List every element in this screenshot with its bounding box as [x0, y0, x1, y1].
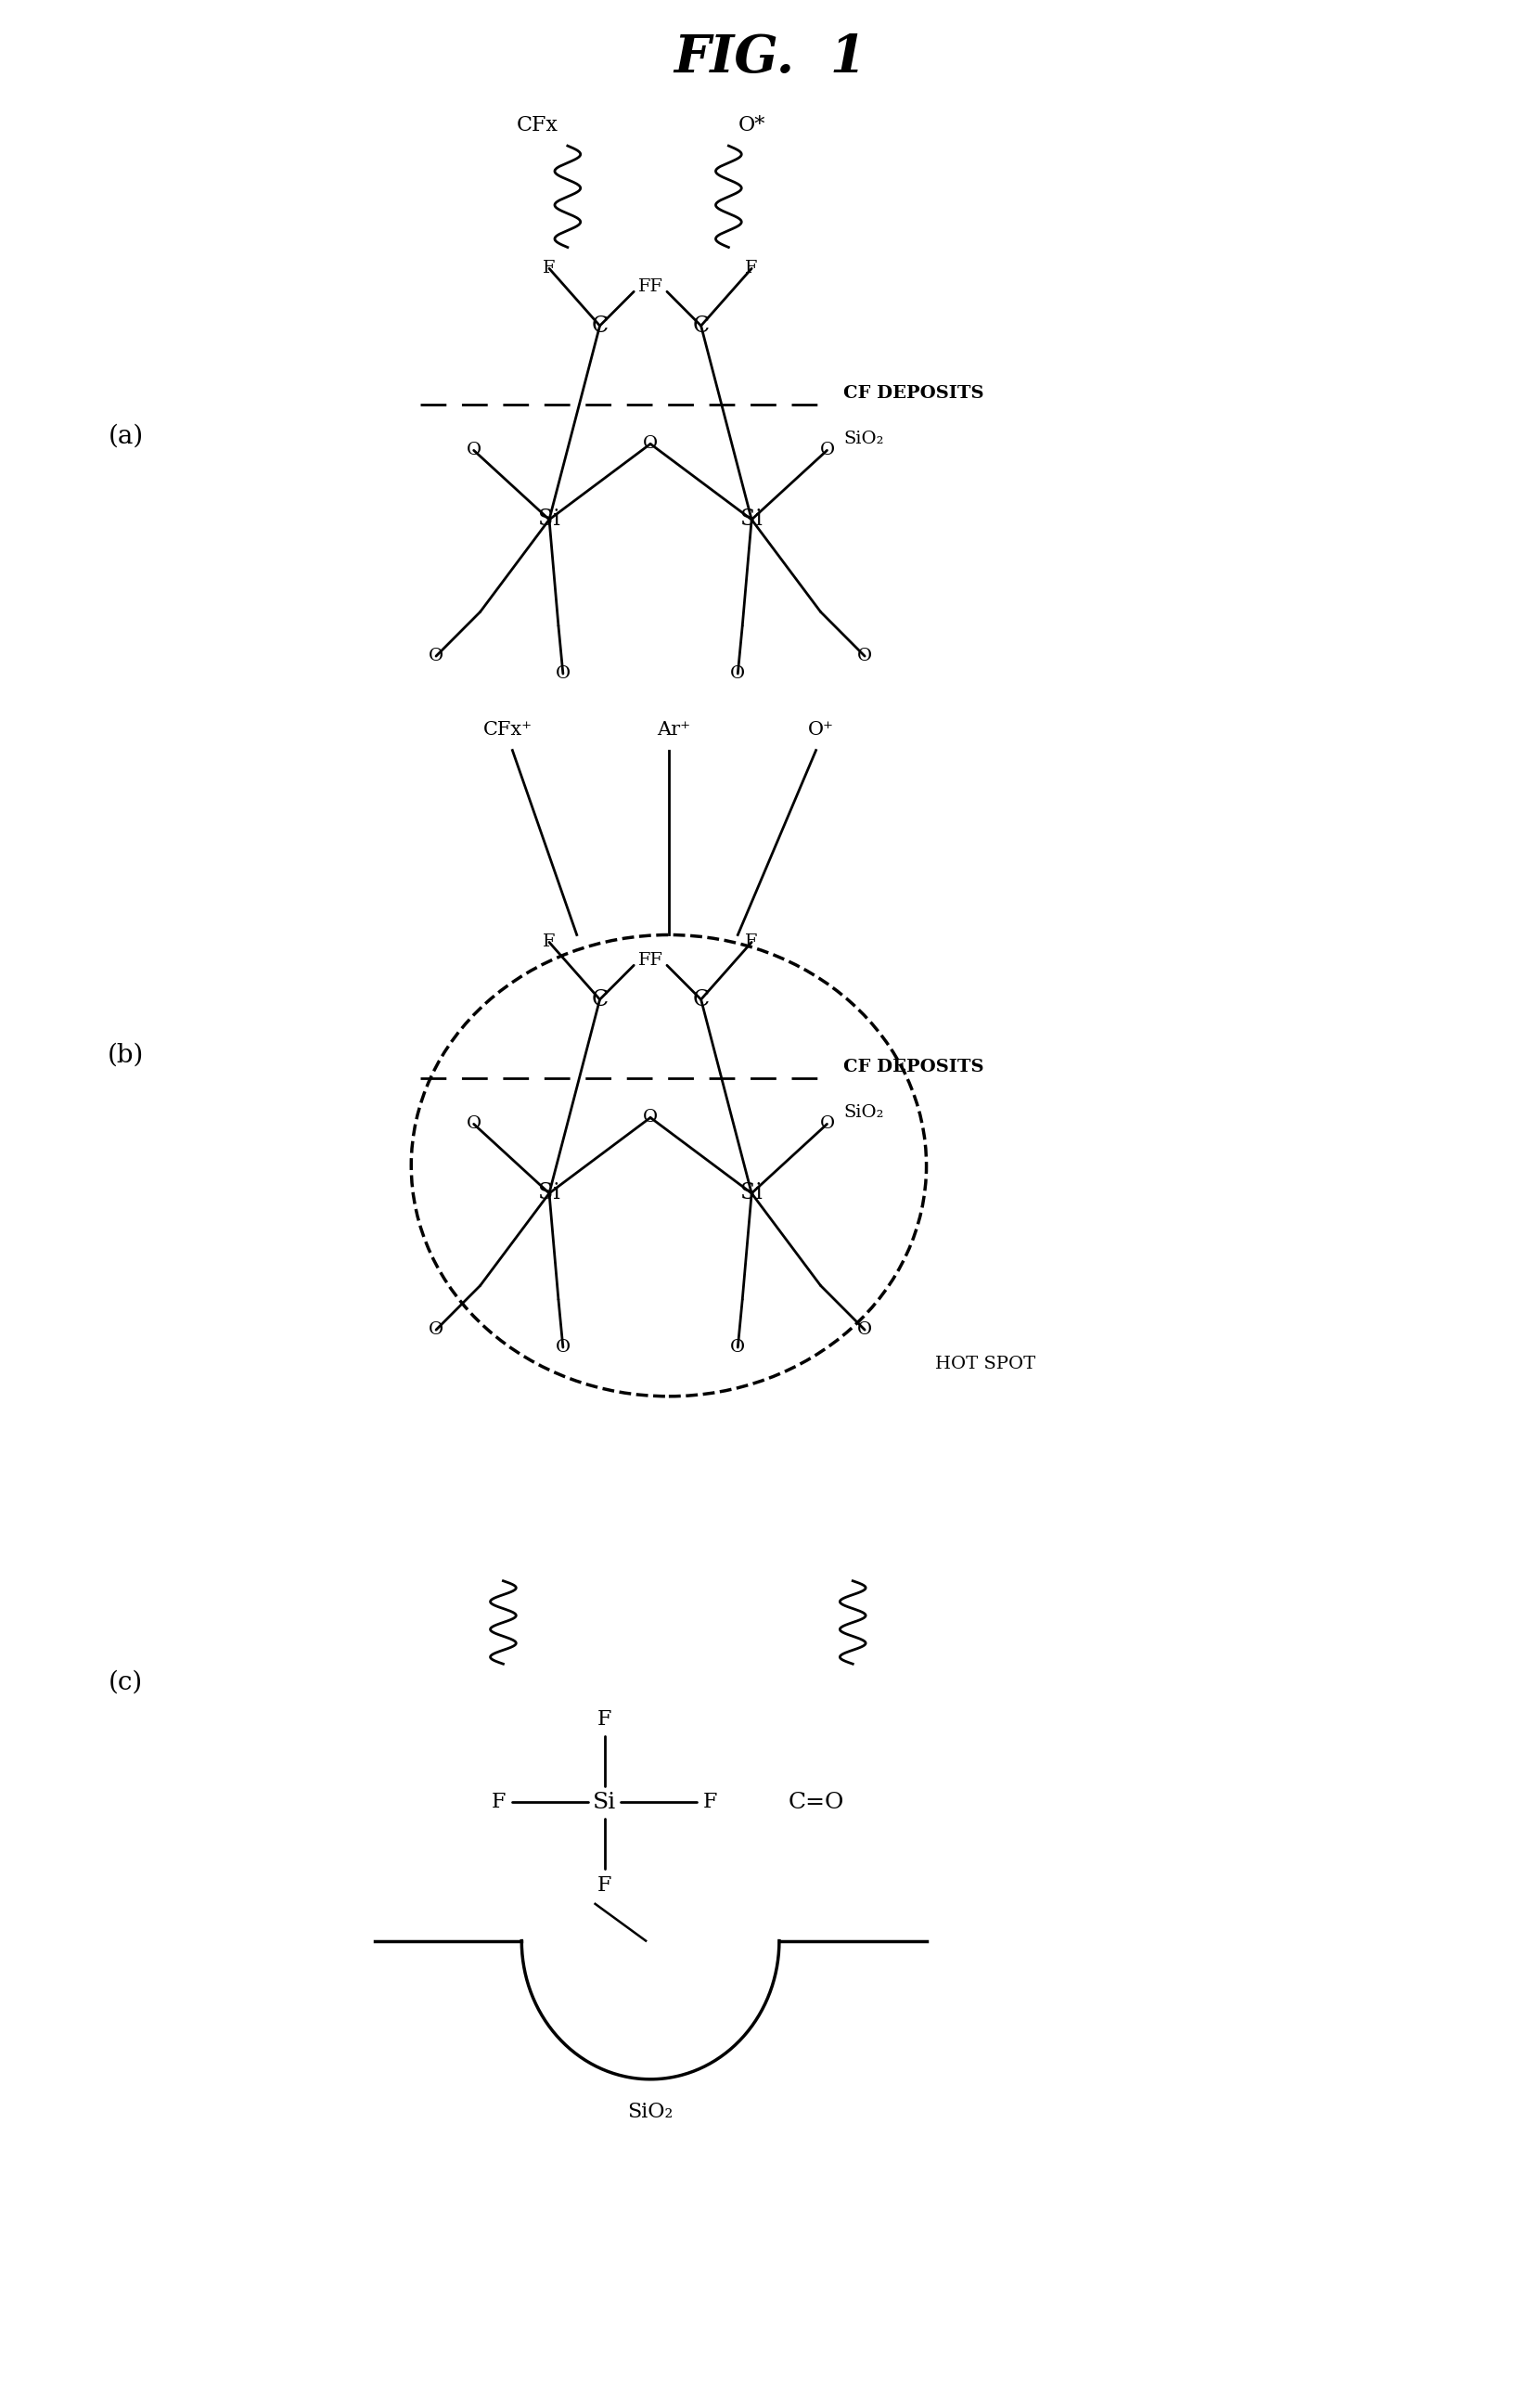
Text: O: O: [642, 1110, 658, 1126]
Text: O: O: [467, 1117, 482, 1133]
Text: FIG.  1: FIG. 1: [675, 33, 865, 83]
Text: O: O: [819, 443, 835, 460]
Text: O: O: [858, 1321, 872, 1338]
Text: CFx: CFx: [517, 114, 559, 136]
Text: F: F: [704, 1793, 718, 1812]
Text: O: O: [556, 664, 570, 681]
Text: Si: Si: [593, 1791, 616, 1812]
Text: Si: Si: [741, 510, 762, 531]
Text: FF: FF: [638, 952, 662, 969]
Text: O: O: [730, 1338, 745, 1355]
Text: C: C: [693, 988, 710, 1010]
Text: (a): (a): [108, 424, 143, 450]
Text: C: C: [591, 988, 608, 1010]
Text: O: O: [467, 443, 482, 460]
Text: F: F: [598, 1710, 611, 1729]
Text: Si: Si: [537, 1183, 561, 1205]
Text: Si: Si: [741, 1183, 762, 1205]
Text: FF: FF: [638, 279, 662, 295]
Text: O*: O*: [738, 114, 765, 136]
Text: Si: Si: [537, 510, 561, 531]
Text: CF DEPOSITS: CF DEPOSITS: [844, 386, 984, 402]
Text: F: F: [745, 260, 758, 276]
Text: F: F: [544, 260, 556, 276]
Text: O: O: [642, 436, 658, 452]
Text: F: F: [544, 933, 556, 950]
Text: O: O: [556, 1338, 570, 1355]
Text: (b): (b): [108, 1043, 145, 1067]
Text: O: O: [428, 1321, 444, 1338]
Text: C=O: C=O: [788, 1791, 844, 1812]
Text: Ar⁺: Ar⁺: [656, 721, 690, 738]
Text: CF DEPOSITS: CF DEPOSITS: [844, 1060, 984, 1076]
Text: O: O: [858, 648, 872, 664]
Text: SiO₂: SiO₂: [628, 2102, 673, 2121]
Text: F: F: [745, 933, 758, 950]
Text: SiO₂: SiO₂: [844, 1105, 884, 1121]
Text: O⁺: O⁺: [807, 721, 833, 738]
Text: SiO₂: SiO₂: [844, 431, 884, 448]
Text: C: C: [693, 314, 710, 336]
Text: O: O: [428, 648, 444, 664]
Text: F: F: [598, 1876, 611, 1895]
Text: CFx⁺: CFx⁺: [484, 721, 533, 738]
Text: O: O: [730, 664, 745, 681]
Text: (c): (c): [109, 1669, 143, 1695]
Text: F: F: [491, 1793, 505, 1812]
Text: O: O: [819, 1117, 835, 1133]
Text: C: C: [591, 314, 608, 336]
Text: HOT SPOT: HOT SPOT: [936, 1355, 1036, 1371]
